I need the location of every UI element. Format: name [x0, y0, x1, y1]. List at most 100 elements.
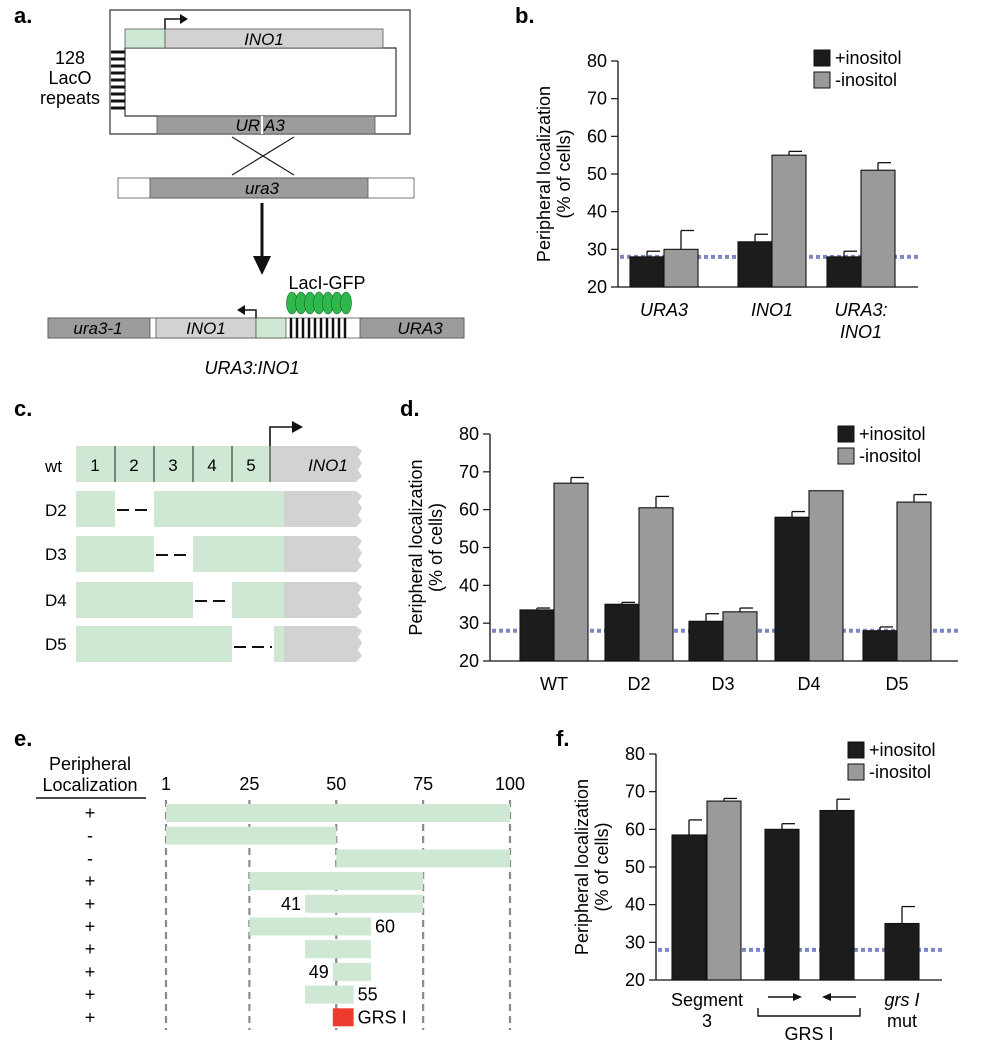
chart-f-legend-swatch-0	[847, 741, 865, 759]
fragment-localization-sign-2: -	[87, 848, 93, 868]
chart-f-legend-label-1: -inositol	[869, 762, 931, 782]
chart-b-ylabel-line2: (% of cells)	[554, 129, 574, 218]
laco-repeats-icon	[111, 50, 125, 110]
result-ino1-label: INO1	[186, 319, 226, 338]
chart-b: b. 20 30 40 50 60 70 80 Peripheral localization(…	[515, 3, 918, 342]
wt-promoter	[76, 446, 270, 482]
chart-f-group-label-grs: GRS I	[784, 1024, 833, 1044]
chart-d-legend-swatch-0	[837, 425, 855, 443]
chart-d-category-label-0: WT	[540, 674, 568, 694]
fragment-localization-sign-0: +	[85, 803, 96, 823]
chart-d-bar-0-1	[553, 482, 589, 662]
row-label-d2: D2	[45, 501, 67, 520]
fragment-bar-2	[336, 849, 510, 868]
localization-header-line2: Localization	[42, 775, 137, 795]
chart-d-bar-1-1	[638, 507, 674, 662]
fragment-bars: +--++ 41+ 60++ 49+ 55+ GRS I	[85, 803, 510, 1027]
chart-f-legend-label-0: +inositol	[869, 740, 936, 760]
chart-f-ytick-label: 70	[625, 782, 645, 802]
chart-d-category-label-4: D5	[885, 674, 908, 694]
fragment-localization-sign-1: -	[87, 826, 93, 846]
segment-4-label: 4	[207, 456, 216, 475]
panel-a: a. INO1 UR A3	[14, 3, 465, 378]
chart-d-bar-4-1	[896, 501, 932, 662]
plasmid-ino1-label: INO1	[244, 30, 284, 49]
fragment-bar-6	[304, 940, 372, 959]
plasmid-diagram: INO1 UR A3 128 LacO repeats	[40, 9, 411, 135]
row-label-d4: D4	[45, 591, 67, 610]
plasmid-ino1-box	[164, 28, 384, 49]
chart-d-ytick-label: 70	[459, 462, 479, 482]
plasmid-promoter-arrow-icon	[180, 14, 188, 24]
chart-d-ylabel-line2: (% of cells)	[426, 503, 446, 592]
chart-f-group-label-segment: Segment	[671, 990, 743, 1010]
chart-d-ytick-label: 30	[459, 613, 479, 633]
chart-d-panel-label: d.	[400, 396, 420, 421]
chart-f-ytick-label: 60	[625, 819, 645, 839]
result-caption: URA3:INO1	[204, 358, 299, 378]
chart-b-ytick-label: 30	[587, 239, 607, 259]
chart-d-ytick-label: 20	[459, 651, 479, 671]
chart-f-group-label-segment-num: 3	[702, 1011, 712, 1031]
chart-f-bar-1	[706, 800, 742, 981]
fragment-localization-sign-7: +	[85, 962, 96, 982]
fragment-label-5: 60	[375, 917, 395, 937]
chart-f-ytick-label: 30	[625, 932, 645, 952]
result-laco-array-icon	[289, 318, 347, 338]
genomic-ura3-label: ura3	[245, 179, 280, 198]
fragment-axis-tick-1: 1	[161, 774, 171, 794]
chart-d-ytick-label: 60	[459, 500, 479, 520]
chart-b-bar-2-0	[826, 256, 862, 288]
chart-b-bar-0-1	[663, 248, 699, 288]
laci-gfp-proteins-icon	[286, 291, 352, 315]
laco-label-line2: LacO	[48, 68, 91, 88]
tss-arrow-icon	[292, 421, 303, 433]
chart-f: f. 20 30 40 50 60 70 80 Peripheral localization(…	[556, 726, 942, 1044]
chart-f-ytick-label: 20	[625, 970, 645, 990]
chart-d-legend-label-1: -inositol	[859, 446, 921, 466]
fragment-bar-7	[332, 962, 372, 981]
laci-gfp-label: LacI-GFP	[288, 273, 365, 293]
row-label-wt: wt	[44, 457, 62, 476]
chart-d-bar-4-0	[862, 630, 898, 662]
chart-d-bar-0-0	[519, 609, 555, 662]
fragment-label-7: 49	[309, 962, 329, 982]
chart-d-category-label-3: D4	[797, 674, 820, 694]
chart-f-bar-0	[671, 834, 707, 981]
row-label-d3: D3	[45, 545, 67, 564]
chart-b-bar-1-0	[737, 241, 773, 288]
chart-d-bar-3-1	[808, 490, 844, 662]
chart-f-ylabel-line2: (% of cells)	[592, 822, 612, 911]
fragment-label-4: 41	[281, 894, 301, 914]
chart-f-grs-bracket	[757, 1008, 861, 1017]
chart-b-bar-1-1	[771, 154, 807, 288]
chart-b-ylabel-line1: Peripheral localization	[534, 86, 554, 262]
chart-d-category-label-2: D3	[711, 674, 734, 694]
chart-b-bar-2-1	[860, 169, 896, 288]
fragment-bar-1	[166, 826, 337, 845]
chart-d-bar-2-1	[722, 611, 758, 662]
chart-b-category-label-0: URA3	[640, 300, 688, 320]
chart-f-ytick-label: 40	[625, 895, 645, 915]
chart-f-ylabel-line1: Peripheral localization	[572, 779, 592, 955]
fragment-localization-sign-6: +	[85, 939, 96, 959]
fragment-label-8: 55	[358, 985, 378, 1005]
segment-2-label: 2	[129, 456, 138, 475]
chart-d-bar-2-0	[688, 620, 724, 662]
chart-b-ytick-label: 80	[587, 51, 607, 71]
chart-b-category-label-2: URA3:	[834, 300, 887, 320]
fragment-localization-sign-9: +	[85, 1007, 96, 1027]
chart-b-category-label-2: INO1	[840, 322, 882, 342]
chart-d-legend-swatch-1	[837, 447, 855, 465]
chart-d-bar-3-0	[774, 516, 810, 662]
segment-3-label: 3	[168, 456, 177, 475]
panel-c-label: c.	[14, 396, 32, 421]
panel-a-label: a.	[14, 3, 32, 28]
chart-f-ytick-label: 50	[625, 857, 645, 877]
chart-b-ytick-label: 50	[587, 164, 607, 184]
chart-b-legend-label-0: +inositol	[835, 48, 902, 68]
chart-b-ytick-label: 20	[587, 277, 607, 297]
localization-header-line1: Peripheral	[49, 754, 131, 774]
chart-f-panel-label: f.	[556, 726, 569, 751]
grs-i-element	[332, 1008, 354, 1027]
